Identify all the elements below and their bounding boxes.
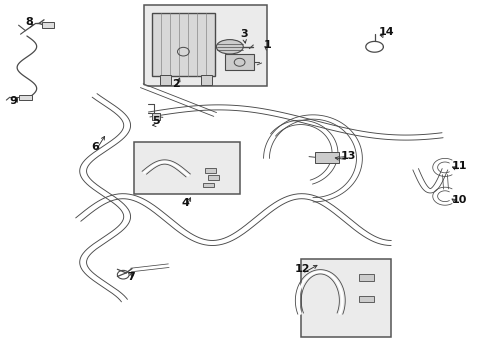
Bar — [144, 5, 266, 86]
Bar — [207, 175, 218, 180]
Ellipse shape — [216, 40, 243, 54]
Text: 9: 9 — [10, 96, 18, 106]
Bar — [19, 95, 32, 100]
Text: 8: 8 — [25, 17, 33, 27]
Bar — [160, 75, 171, 85]
Bar — [151, 113, 160, 120]
Bar — [41, 22, 54, 28]
Text: 11: 11 — [451, 161, 467, 171]
Text: 4: 4 — [182, 198, 189, 208]
Bar — [201, 75, 212, 85]
Text: 12: 12 — [294, 264, 309, 274]
Bar — [151, 13, 215, 76]
Text: 13: 13 — [340, 150, 355, 161]
Text: 6: 6 — [91, 142, 99, 152]
Bar — [205, 168, 216, 173]
Bar — [134, 142, 239, 194]
Bar — [315, 152, 338, 163]
Text: 10: 10 — [451, 195, 467, 205]
Text: 2: 2 — [172, 78, 180, 89]
Text: 1: 1 — [264, 40, 271, 50]
Bar — [203, 183, 213, 187]
Text: 7: 7 — [127, 272, 135, 282]
Text: 14: 14 — [378, 27, 393, 37]
Bar — [359, 296, 373, 302]
Bar — [359, 274, 373, 281]
Text: 3: 3 — [240, 29, 248, 39]
Text: 5: 5 — [152, 116, 160, 126]
Bar — [224, 54, 254, 70]
Bar — [300, 259, 390, 337]
